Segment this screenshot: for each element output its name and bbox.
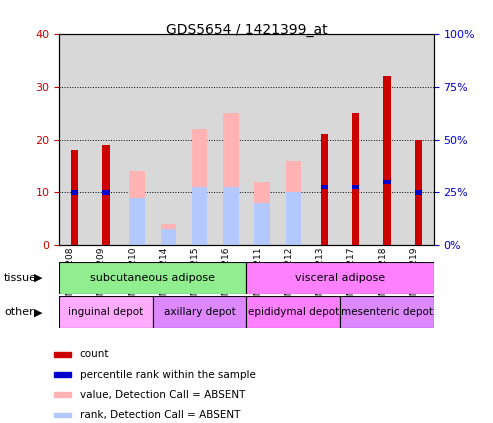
Bar	[59, 34, 90, 245]
Text: subcutaneous adipose: subcutaneous adipose	[90, 273, 215, 283]
Bar	[103, 145, 109, 245]
Bar	[352, 113, 359, 245]
Text: other: other	[4, 307, 34, 317]
Bar	[309, 34, 340, 245]
Text: value, Detection Call = ABSENT: value, Detection Call = ABSENT	[80, 390, 245, 400]
Text: visceral adipose: visceral adipose	[295, 273, 385, 283]
Bar	[90, 34, 122, 245]
Bar	[59, 296, 153, 328]
Text: ▶: ▶	[34, 307, 42, 317]
Bar	[384, 180, 390, 184]
Bar	[415, 190, 422, 195]
Bar	[278, 34, 309, 245]
Bar	[192, 129, 208, 245]
Bar	[103, 190, 109, 195]
Bar	[71, 150, 78, 245]
Bar	[129, 198, 145, 245]
Text: mesenteric depot: mesenteric depot	[341, 307, 433, 317]
Bar	[54, 412, 71, 417]
Bar	[371, 34, 403, 245]
Bar	[223, 187, 239, 245]
Bar	[403, 34, 434, 245]
Text: rank, Detection Call = ABSENT: rank, Detection Call = ABSENT	[80, 410, 240, 420]
Bar	[246, 34, 278, 245]
Bar	[321, 135, 328, 245]
Bar	[122, 34, 153, 245]
Bar	[340, 296, 434, 328]
Bar	[184, 34, 215, 245]
Text: epididymal depot: epididymal depot	[247, 307, 339, 317]
Text: GDS5654 / 1421399_at: GDS5654 / 1421399_at	[166, 23, 327, 37]
Bar	[161, 229, 176, 245]
Text: inguinal depot: inguinal depot	[69, 307, 143, 317]
Bar	[192, 187, 208, 245]
Bar	[153, 296, 246, 328]
Bar	[215, 34, 246, 245]
Bar	[223, 113, 239, 245]
Bar	[415, 140, 422, 245]
Text: percentile rank within the sample: percentile rank within the sample	[80, 370, 255, 379]
Bar	[254, 182, 270, 245]
Text: count: count	[80, 349, 109, 360]
Bar	[384, 76, 390, 245]
Bar	[321, 185, 328, 190]
Bar	[246, 296, 340, 328]
Bar	[285, 192, 301, 245]
Bar	[54, 393, 71, 397]
Bar	[161, 224, 176, 245]
Text: tissue: tissue	[4, 273, 37, 283]
Bar	[71, 190, 78, 195]
Bar	[352, 185, 359, 190]
Bar	[153, 34, 184, 245]
Bar	[340, 34, 371, 245]
Text: ▶: ▶	[34, 273, 42, 283]
Bar	[54, 372, 71, 377]
Bar	[246, 262, 434, 294]
Bar	[285, 161, 301, 245]
Text: axillary depot: axillary depot	[164, 307, 236, 317]
Bar	[59, 262, 246, 294]
Bar	[254, 203, 270, 245]
Bar	[54, 352, 71, 357]
Bar	[129, 171, 145, 245]
